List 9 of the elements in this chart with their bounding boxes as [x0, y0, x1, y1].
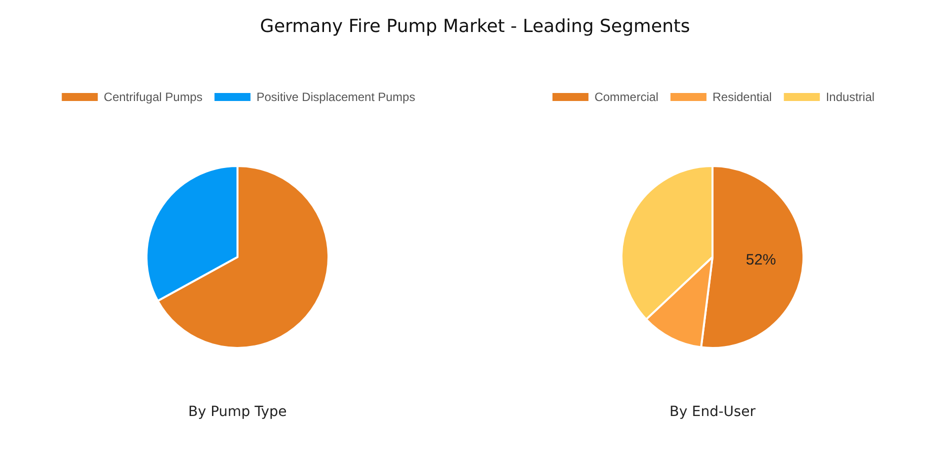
text: Germany Fire Pump Market - Leading Segments: [260, 16, 690, 37]
legend-label: Industrial: [826, 90, 875, 104]
legend-label: Residential: [712, 90, 772, 104]
text: By Pump Type: [188, 404, 287, 420]
legend-label: Positive Displacement Pumps: [256, 90, 416, 104]
legend-label: Commercial: [594, 90, 658, 104]
text: By End-User: [670, 404, 756, 420]
legend-label: Centrifugal Pumps: [104, 90, 202, 104]
data-label: 52%: [746, 252, 776, 269]
